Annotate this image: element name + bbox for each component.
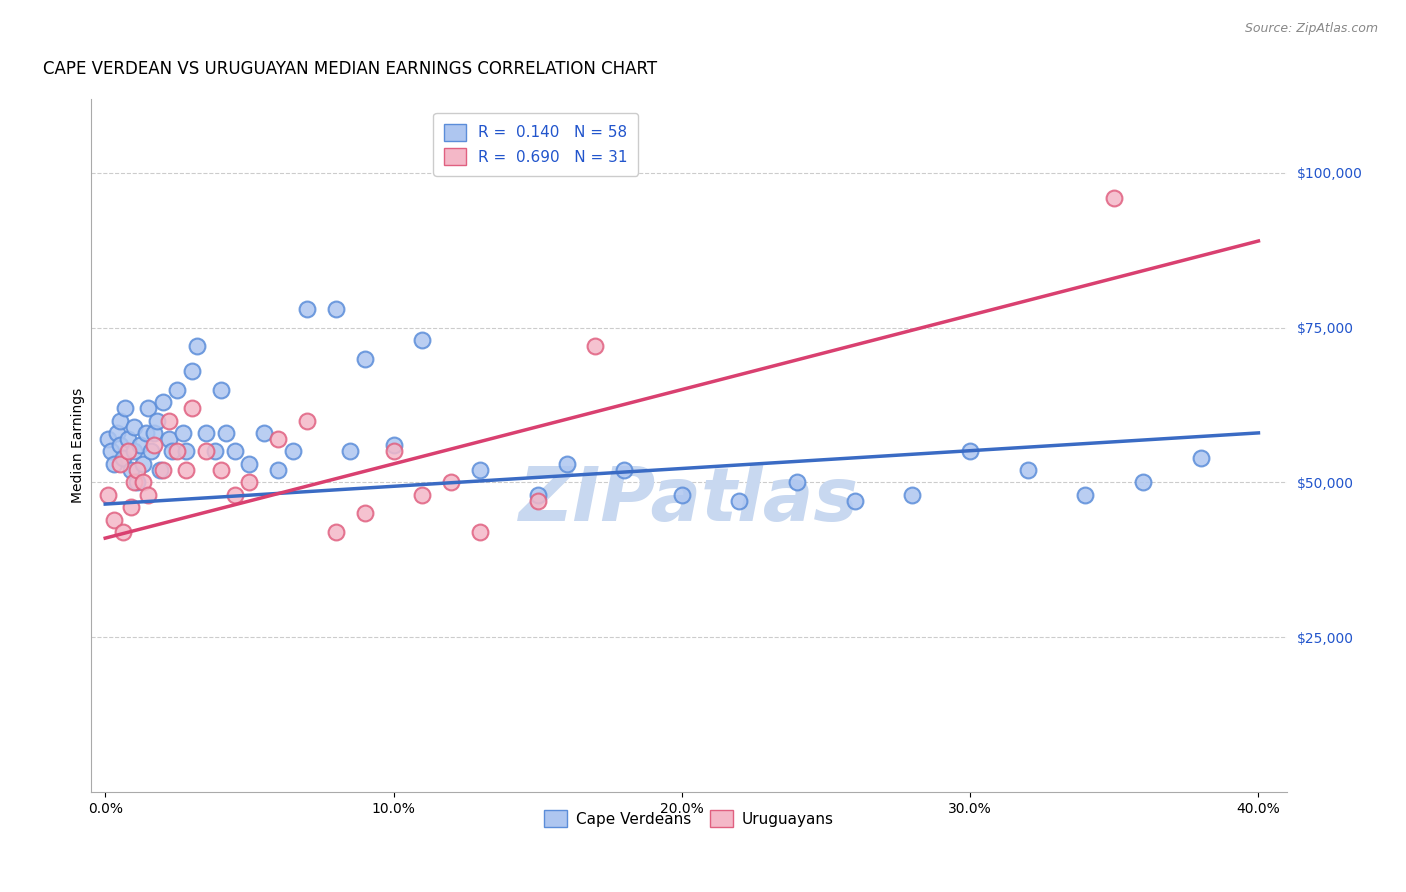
Point [281, 444, 304, 458]
Point [166, 383, 188, 397]
Point [143, 438, 166, 452]
Point [295, 302, 318, 317]
Point [526, 494, 548, 508]
Point [1189, 450, 1212, 465]
Point [238, 475, 260, 490]
Point [152, 463, 174, 477]
Text: Source: ZipAtlas.com: Source: ZipAtlas.com [1244, 22, 1378, 36]
Y-axis label: Median Earnings: Median Earnings [72, 388, 86, 503]
Point [1074, 488, 1097, 502]
Point [157, 432, 180, 446]
Point [253, 425, 276, 440]
Point [97, 432, 120, 446]
Point [105, 425, 128, 440]
Point [411, 488, 433, 502]
Point [97, 488, 120, 502]
Text: CAPE VERDEAN VS URUGUAYAN MEDIAN EARNINGS CORRELATION CHART: CAPE VERDEAN VS URUGUAYAN MEDIAN EARNING… [44, 60, 657, 78]
Point [131, 457, 153, 471]
Point [440, 475, 463, 490]
Point [125, 463, 148, 477]
Point [1017, 463, 1039, 477]
Point [120, 500, 142, 515]
Point [135, 425, 157, 440]
Point [195, 444, 218, 458]
Point [120, 463, 142, 477]
Text: ZIPatlas: ZIPatlas [519, 464, 859, 537]
Point [143, 425, 166, 440]
Point [238, 457, 260, 471]
Point [174, 444, 197, 458]
Point [295, 413, 318, 427]
Point [382, 438, 405, 452]
Point [468, 524, 491, 539]
Point [122, 419, 145, 434]
Point [111, 524, 134, 539]
Point [671, 488, 693, 502]
Point [128, 438, 150, 452]
Point [209, 463, 232, 477]
Point [125, 475, 148, 490]
Point [160, 444, 183, 458]
Point [152, 395, 174, 409]
Point [180, 364, 202, 378]
Point [141, 444, 163, 458]
Point [166, 444, 188, 458]
Point [215, 425, 238, 440]
Point [122, 475, 145, 490]
Point [180, 401, 202, 416]
Point [786, 475, 808, 490]
Point [353, 507, 375, 521]
Point [138, 488, 160, 502]
Point [382, 444, 405, 458]
Point [103, 512, 125, 526]
Point [108, 438, 131, 452]
Point [146, 413, 169, 427]
Point [844, 494, 866, 508]
Point [728, 494, 751, 508]
Point [325, 302, 347, 317]
Point [267, 432, 290, 446]
Point [149, 463, 172, 477]
Point [117, 432, 139, 446]
Point [100, 444, 122, 458]
Point [138, 401, 160, 416]
Point [526, 488, 548, 502]
Point [204, 444, 226, 458]
Point [209, 383, 232, 397]
Point [555, 457, 578, 471]
Point [325, 524, 347, 539]
Point [172, 425, 194, 440]
Point [157, 413, 180, 427]
Point [108, 457, 131, 471]
Point [267, 463, 290, 477]
Point [468, 463, 491, 477]
Point [339, 444, 361, 458]
Point [901, 488, 924, 502]
Point [613, 463, 636, 477]
Point [122, 444, 145, 458]
Point [103, 457, 125, 471]
Point [114, 401, 136, 416]
Point [111, 450, 134, 465]
Point [353, 351, 375, 366]
Point [1104, 191, 1126, 205]
Legend: Cape Verdeans, Uruguayans: Cape Verdeans, Uruguayans [538, 804, 839, 833]
Point [1132, 475, 1154, 490]
Point [174, 463, 197, 477]
Point [583, 339, 606, 353]
Point [195, 425, 218, 440]
Point [411, 333, 433, 347]
Point [224, 444, 246, 458]
Point [117, 444, 139, 458]
Point [108, 413, 131, 427]
Point [959, 444, 981, 458]
Point [224, 488, 246, 502]
Point [131, 475, 153, 490]
Point [186, 339, 208, 353]
